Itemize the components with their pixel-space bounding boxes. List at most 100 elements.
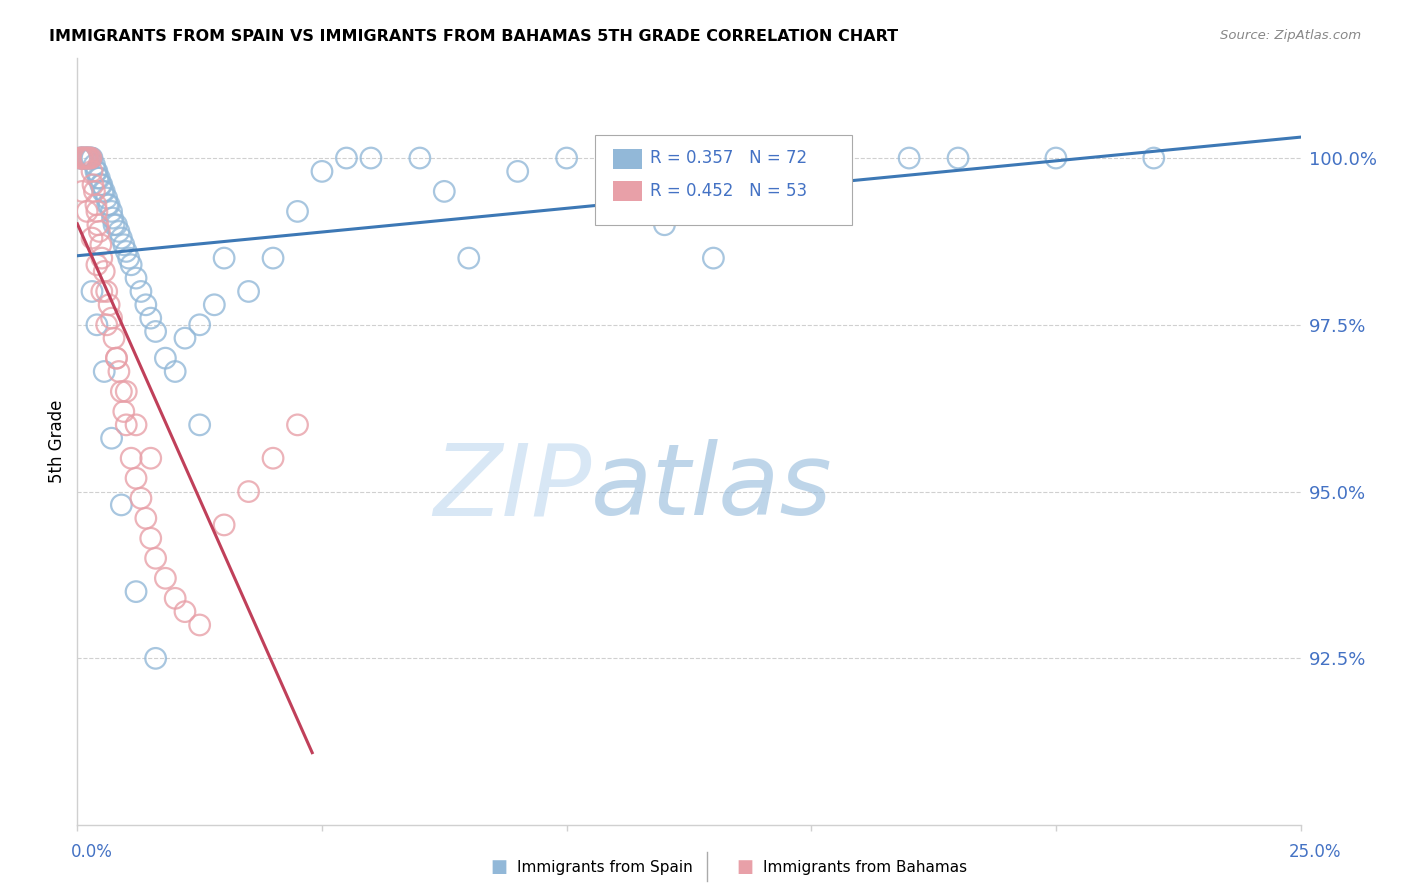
Point bbox=[90, 178, 112, 192]
Text: ZIP: ZIP bbox=[433, 439, 591, 536]
Point bbox=[93, 185, 115, 199]
Point bbox=[80, 285, 103, 299]
Point bbox=[702, 251, 724, 265]
Point bbox=[72, 151, 94, 165]
Point bbox=[89, 171, 111, 186]
Point bbox=[238, 484, 260, 499]
Text: 0.0%: 0.0% bbox=[70, 843, 112, 861]
Point bbox=[110, 384, 132, 399]
Point bbox=[84, 198, 107, 212]
Point bbox=[112, 237, 135, 252]
Point bbox=[139, 451, 162, 466]
Point bbox=[129, 491, 152, 506]
Point bbox=[76, 151, 98, 165]
Text: IMMIGRANTS FROM SPAIN VS IMMIGRANTS FROM BAHAMAS 5TH GRADE CORRELATION CHART: IMMIGRANTS FROM SPAIN VS IMMIGRANTS FROM… bbox=[49, 29, 898, 45]
Bar bbox=[613, 149, 643, 169]
Point bbox=[70, 151, 93, 165]
Point bbox=[75, 151, 97, 165]
Point bbox=[287, 417, 309, 432]
Point bbox=[1143, 151, 1166, 165]
Point bbox=[90, 285, 112, 299]
Point bbox=[96, 285, 118, 299]
Point bbox=[110, 231, 132, 245]
Point bbox=[70, 151, 93, 165]
Point bbox=[80, 151, 103, 165]
Point bbox=[100, 311, 122, 326]
Point bbox=[335, 151, 357, 165]
Point bbox=[96, 191, 118, 205]
Point bbox=[433, 185, 456, 199]
Point bbox=[238, 285, 260, 299]
Point bbox=[80, 231, 103, 245]
Point bbox=[145, 551, 167, 566]
Point bbox=[82, 178, 104, 192]
Point bbox=[145, 651, 167, 665]
Text: Immigrants from Spain: Immigrants from Spain bbox=[517, 860, 693, 874]
Point bbox=[76, 204, 98, 219]
Point bbox=[165, 591, 187, 606]
Point bbox=[287, 204, 309, 219]
Y-axis label: 5th Grade: 5th Grade bbox=[48, 400, 66, 483]
Point bbox=[605, 151, 627, 165]
Point bbox=[90, 178, 112, 192]
Text: Immigrants from Bahamas: Immigrants from Bahamas bbox=[763, 860, 967, 874]
Point bbox=[73, 151, 96, 165]
Point bbox=[135, 511, 157, 525]
Point bbox=[139, 311, 162, 326]
Point bbox=[800, 151, 823, 165]
Point bbox=[98, 298, 121, 312]
Point bbox=[555, 151, 578, 165]
Point bbox=[86, 164, 108, 178]
Point bbox=[80, 151, 103, 165]
Point bbox=[77, 151, 100, 165]
Point bbox=[70, 185, 93, 199]
Point bbox=[100, 431, 122, 445]
Point bbox=[115, 244, 138, 259]
Point bbox=[188, 618, 211, 632]
Point bbox=[174, 605, 197, 619]
Point bbox=[80, 164, 103, 178]
Point bbox=[69, 151, 91, 165]
Point bbox=[145, 325, 167, 339]
Point bbox=[103, 331, 125, 345]
Point bbox=[72, 151, 94, 165]
Point bbox=[654, 218, 676, 232]
Point bbox=[79, 151, 101, 165]
Point bbox=[125, 584, 148, 599]
Point bbox=[125, 471, 148, 485]
Point bbox=[506, 164, 529, 178]
Point bbox=[101, 211, 124, 225]
Point bbox=[457, 251, 479, 265]
Point bbox=[93, 364, 115, 378]
Point bbox=[262, 451, 284, 466]
Point bbox=[212, 517, 235, 532]
Point bbox=[120, 451, 142, 466]
Point bbox=[76, 151, 98, 165]
Point bbox=[79, 151, 101, 165]
Point bbox=[93, 264, 115, 278]
Point bbox=[188, 318, 211, 332]
Point bbox=[212, 251, 235, 265]
Point bbox=[89, 224, 111, 238]
Point bbox=[96, 318, 118, 332]
Point bbox=[108, 364, 131, 378]
Point bbox=[155, 351, 177, 366]
Point bbox=[110, 498, 132, 512]
Point bbox=[360, 151, 382, 165]
Point bbox=[135, 298, 157, 312]
Point bbox=[112, 404, 135, 418]
Text: atlas: atlas bbox=[591, 439, 832, 536]
Point bbox=[103, 218, 125, 232]
Point bbox=[98, 198, 121, 212]
Point bbox=[202, 298, 225, 312]
Text: ■: ■ bbox=[737, 858, 754, 876]
Point bbox=[70, 151, 93, 165]
Point bbox=[97, 198, 120, 212]
Point bbox=[409, 151, 432, 165]
Point bbox=[100, 204, 122, 219]
Point bbox=[139, 531, 162, 545]
Point bbox=[1045, 151, 1067, 165]
Point bbox=[108, 224, 131, 238]
Point bbox=[86, 318, 108, 332]
Point bbox=[115, 384, 138, 399]
